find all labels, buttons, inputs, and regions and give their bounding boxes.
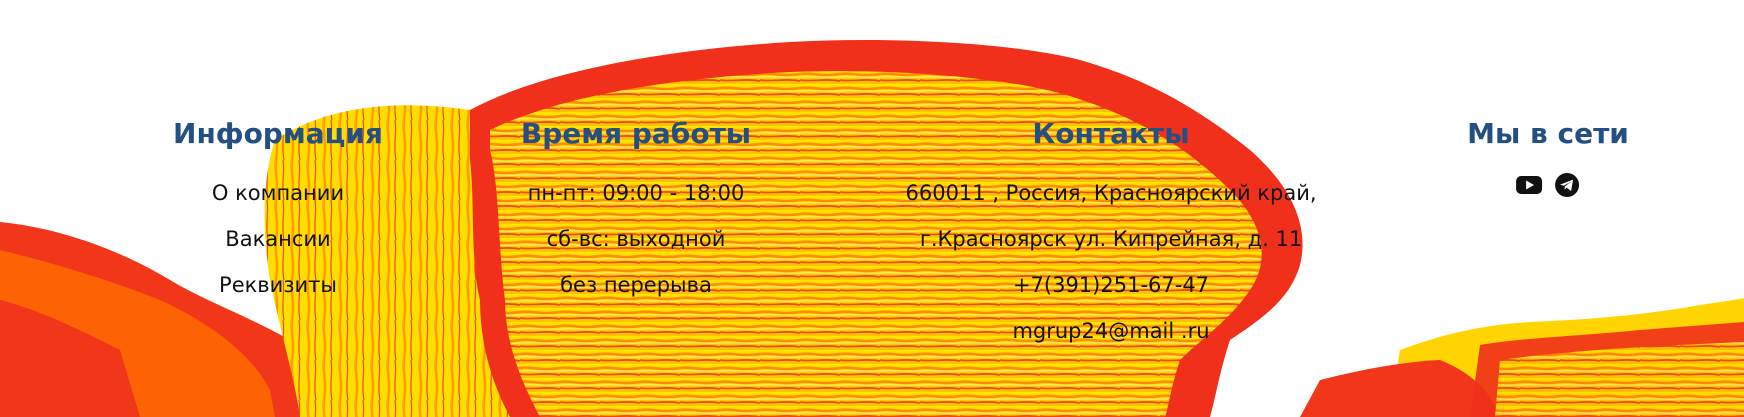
- phone-link[interactable]: +7(391)251-67-47: [1012, 273, 1210, 297]
- hours-heading: Время работы: [520, 117, 752, 150]
- footer-column-hours: Время работы пн-пт: 09:00 - 18:00 сб-вс:…: [521, 114, 751, 308]
- information-heading: Информация: [173, 117, 383, 150]
- hours-no-break: без перерыва: [560, 273, 712, 297]
- youtube-icon[interactable]: [1515, 172, 1543, 198]
- address-line-1: 660011 , Россия, Красноярский край,: [905, 181, 1317, 205]
- about-company-link[interactable]: О компании: [211, 181, 345, 205]
- requisites-link[interactable]: Реквизиты: [219, 273, 337, 297]
- footer-column-social: Мы в сети: [1467, 114, 1629, 198]
- hours-weekdays: пн-пт: 09:00 - 18:00: [527, 181, 745, 205]
- hours-weekend: сб-вс: выходной: [546, 227, 726, 251]
- telegram-icon[interactable]: [1553, 172, 1581, 198]
- address-line-2: г.Красноярск ул. Кипрейная, д. 11: [919, 227, 1303, 251]
- social-icons: [1467, 172, 1629, 198]
- contacts-heading: Контакты: [1032, 117, 1190, 150]
- footer-column-information: Информация О компании Вакансии Реквизиты: [173, 114, 383, 308]
- vacancies-link[interactable]: Вакансии: [225, 227, 331, 251]
- footer-column-contacts: Контакты 660011 , Россия, Красноярский к…: [905, 114, 1316, 354]
- email-link[interactable]: mgrup24@mail .ru: [1012, 319, 1210, 343]
- social-heading: Мы в сети: [1467, 117, 1629, 150]
